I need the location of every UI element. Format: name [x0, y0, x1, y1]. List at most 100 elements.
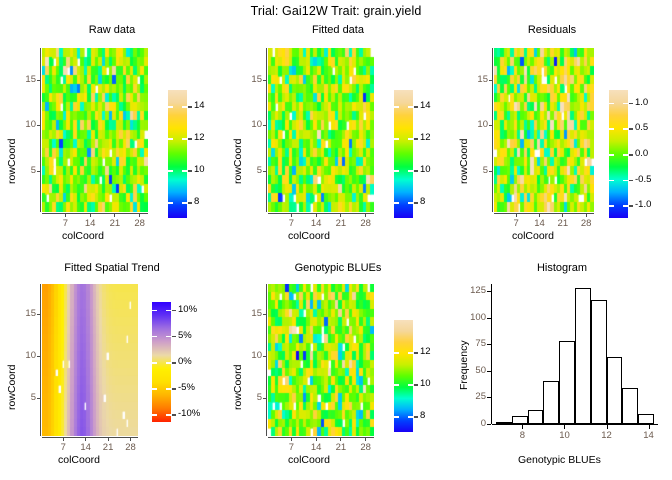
colorbar-tick [414, 106, 418, 108]
hist-x-tick [564, 425, 566, 429]
colorbar-tick [188, 138, 192, 140]
histogram-bar [559, 341, 575, 424]
colorbar-notch [394, 416, 399, 418]
hist-y-tick-label: 125 [470, 285, 486, 297]
colorbar-tick [188, 170, 192, 172]
y-tick-label: 5 [482, 165, 488, 176]
panel-title-genotypic-blues: Genotypic BLUEs [294, 262, 382, 274]
y-tick-label: 10 [25, 349, 36, 361]
colorbar-raw-data [168, 90, 187, 218]
x-tick-label: 7 [60, 442, 66, 453]
hist-y-tick [487, 291, 491, 293]
colorbar-tick [414, 138, 418, 140]
x-tick [562, 213, 564, 217]
x-tick-label: 28 [125, 442, 136, 453]
x-tick-label: 28 [360, 218, 371, 229]
x-tick [365, 213, 367, 217]
x-tick-label: 28 [580, 218, 592, 229]
panel-fitted-data: Fitted data rowCoord colCoord 7 14 21 28 5 10… [226, 24, 450, 256]
x-axis-title: colCoord [288, 230, 331, 242]
y-tick [263, 171, 267, 172]
y-tick-label: 15 [25, 73, 36, 85]
y-axis-title: rowCoord [458, 138, 470, 184]
colorbar-notch [182, 170, 187, 172]
colorbar-notch [408, 416, 413, 418]
x-tick [585, 213, 587, 217]
y-tick-label: 10 [251, 119, 262, 131]
colorbar-label: -5% [178, 382, 195, 394]
x-tick-label: 14 [84, 218, 96, 229]
colorbar-notch [623, 102, 628, 105]
colorbar-notch [182, 106, 187, 108]
colorbar-gradient [609, 90, 628, 218]
x-tick [315, 213, 317, 217]
y-tick [263, 398, 267, 399]
y-tick [37, 171, 41, 172]
histogram-bar [543, 380, 560, 424]
colorbar-tick [172, 414, 176, 416]
colorbar-label: -1.0 [635, 199, 652, 211]
x-tick [114, 213, 116, 217]
y-tick [263, 355, 267, 357]
y-tick-label: 15 [251, 307, 262, 319]
hist-x-tick [606, 425, 608, 429]
y-tick [263, 313, 267, 315]
panel-histogram: Histogram Frequency Genotypic BLUEs 8 10 1… [452, 262, 672, 480]
colorbar-notch [394, 202, 399, 204]
colorbar-notch [609, 205, 614, 207]
colorbar-label: 5% [178, 329, 192, 341]
x-tick [64, 213, 66, 217]
colorbar-notch [408, 170, 413, 172]
histogram-bar [575, 288, 591, 424]
y-axis-title: rowCoord [6, 364, 18, 410]
heatmap-raw-data [42, 48, 148, 212]
hist-y-tick-label: 25 [475, 391, 486, 403]
colorbar-tick [629, 128, 633, 130]
panel-residuals: Residuals rowCoord colCoord 7 14 21 28 5 10 15… [452, 24, 672, 256]
x-tick [515, 213, 517, 217]
colorbar-label: 10 [420, 378, 431, 389]
hist-y-tick-label: 75 [475, 338, 486, 350]
heatmap-genotypic-blues [268, 284, 374, 436]
colorbar-label: 8 [420, 410, 426, 421]
colorbar-notch [182, 202, 187, 204]
histogram-bar [590, 299, 607, 424]
colorbar-notch [609, 128, 614, 130]
colorbar-label: 14 [420, 100, 431, 111]
colorbar-tick [629, 205, 633, 207]
x-tick-label: 7 [288, 442, 295, 453]
x-tick-label: 14 [310, 218, 322, 229]
colorbar-notch [609, 179, 614, 182]
x-tick-label: 14 [534, 218, 545, 229]
x-tick-label: 14 [310, 442, 322, 453]
hist-x-axis-title: Genotypic BLUEs [518, 454, 601, 466]
colorbar-label: 0.0 [635, 148, 649, 159]
panel-title-residuals: Residuals [527, 24, 577, 36]
x-tick [340, 437, 342, 441]
hist-y-tick-label: 0 [480, 418, 486, 429]
hist-x-tick-label: 12 [601, 430, 612, 441]
colorbar-tick [629, 154, 633, 156]
colorbar-notch [394, 138, 399, 140]
colorbar-tick [414, 170, 418, 172]
hist-y-tick [487, 344, 491, 346]
panel-title-raw-data: Raw data [88, 24, 136, 36]
panel-fitted-spatial-trend: Fitted Spatial Trend rowCoord colCoord 7… [0, 262, 224, 480]
histogram-bar [527, 410, 544, 424]
hist-y-tick [487, 370, 491, 372]
colorbar-notch [152, 388, 157, 390]
y-tick [37, 125, 41, 127]
heatmap-fitted-spatial-trend [42, 284, 138, 436]
colorbar-label: 10% [178, 303, 198, 315]
y-tick [263, 79, 267, 81]
colorbar-tick [414, 416, 418, 418]
histogram-plot-area [492, 284, 658, 424]
colorbar-label: 10 [194, 164, 205, 175]
colorbar-tick [414, 384, 418, 386]
hist-x-tick-label: 8 [519, 430, 526, 441]
colorbar-tick [414, 352, 418, 354]
colorbar-label: 14 [194, 100, 205, 111]
colorbar-notch [623, 179, 628, 182]
x-tick-label: 21 [557, 218, 569, 229]
histogram-bar [622, 387, 639, 424]
